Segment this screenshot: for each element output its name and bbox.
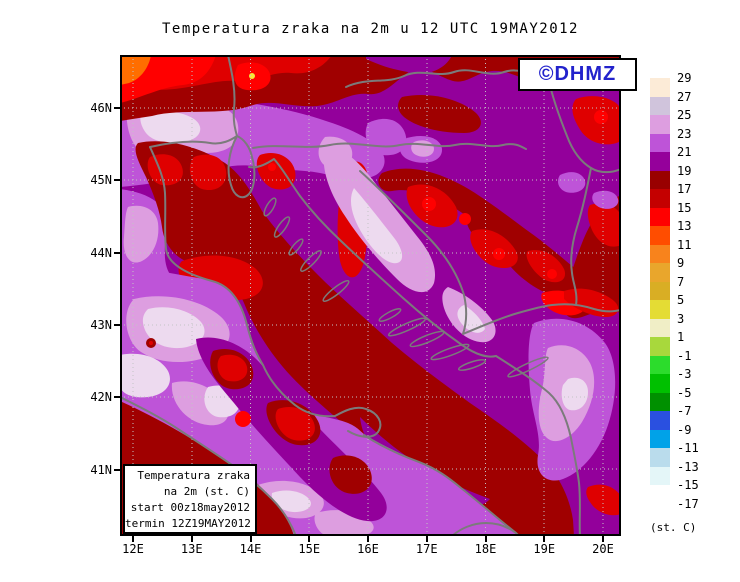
colorbar-swatch [650,207,670,227]
colorbar-tick-label: 25 [677,108,692,122]
lon-tick-label: 14E [239,542,262,556]
colorbar-swatch [650,318,670,338]
colorbar-swatch [650,466,670,486]
legend-line: na 2m (st. C) [163,485,250,498]
colorbar-tick-label: -1 [677,348,692,363]
colorbar-swatch [650,411,670,430]
colorbar-tick-label: 5 [677,293,685,307]
lon-tick [308,536,311,542]
colorbar-swatch [650,281,670,301]
colorbar-tick-label: -11 [677,441,699,455]
lat-tick-label: 46N [90,101,112,115]
lat-tick [114,323,120,326]
colorbar-swatch [650,337,670,356]
lat-tick-label: 41N [90,462,112,477]
legend-line: start 00z18may2012 [130,501,250,514]
lat-tick [114,468,120,471]
colorbar-tick-label: -7 [677,404,692,418]
colorbar-swatch [650,374,670,393]
lon-tick [425,536,428,542]
lon-tick [249,536,252,542]
lat-tick [114,179,120,182]
colorbar-tick-label: -9 [677,422,692,437]
colorbar-swatch [650,392,670,412]
colorbar-swatch [650,133,670,153]
colorbar-swatch [650,355,670,375]
colorbar-tick-label: -13 [677,459,699,474]
lat-tick [114,251,120,254]
colorbar-tick-label: 3 [677,311,685,326]
lat-tick [114,107,120,109]
map-frame [120,55,621,536]
colorbar-swatch [650,300,670,319]
dhmz-logo-text: ©DHMZ [538,63,617,85]
page-title: Temperatura zraka na 2m u 12 UTC 19MAY20… [161,21,579,37]
lon-tick-label: 16E [357,542,379,556]
colorbar-swatch [650,226,670,245]
colorbar-tick-label: 11 [677,237,692,252]
colorbar-swatch [650,170,670,190]
colorbar-swatch [650,485,670,504]
colorbar-tick-label: 13 [677,219,692,233]
colorbar-swatch [650,448,670,467]
dhmz-logo: ©DHMZ [518,58,637,91]
colorbar-tick-label: 17 [677,182,692,196]
lon-tick-label: 18E [474,542,497,556]
lat-tick-label: 43N [90,317,112,332]
colorbar-tick-label: 9 [677,256,685,270]
lon-tick-label: 17E [415,542,438,556]
colorbar-tick-label: -15 [677,478,699,492]
colorbar-swatch [650,115,670,134]
colorbar-swatch [650,244,670,264]
colorbar-swatch [650,152,670,171]
lat-tick-label: 45N [90,173,112,188]
colorbar-tick-label: 19 [677,163,692,178]
colorbar-swatch [650,189,670,208]
lat-tick-label: 44N [90,245,112,260]
lon-tick [484,536,487,542]
graticule-gridlines [120,55,621,536]
colorbar-unit-label: (st. C) [650,521,697,534]
colorbar-tick-label: 27 [677,89,692,104]
lon-tick-label: 20E [592,542,614,556]
legend-info-box: Temperatura zraka na 2m (st. C) start 00… [123,464,257,534]
legend-line: termin 12Z19MAY2012 [125,517,251,530]
colorbar: (st. C) 29 27 25 23 21 19 17 15 13 11 9 7 5 3 1 -1 -3 -5 -… [650,71,740,558]
colorbar-tick-label: 1 [677,330,685,344]
colorbar-tick-label: 21 [677,145,692,159]
lon-tick [602,536,604,542]
lat-tick-label: 42N [90,390,112,405]
colorbar-tick-label: -5 [677,385,692,400]
lon-tick [132,536,134,542]
lon-tick [543,536,546,542]
colorbar-swatch [650,429,670,449]
colorbar-tick-label: -3 [677,367,692,381]
colorbar-tick-label: 7 [677,274,685,289]
colorbar-tick-label: 15 [677,200,692,215]
colorbar-tick-label: 29 [677,71,692,85]
colorbar-swatch [650,96,670,116]
colorbar-swatch [650,78,670,97]
colorbar-tick-label: -17 [677,496,699,511]
lon-tick [190,536,193,542]
lon-tick-label: 15E [298,542,321,556]
colorbar-swatch [650,263,670,282]
lon-tick [367,536,369,542]
legend-line: Temperatura zraka [137,469,250,482]
lon-tick-label: 19E [533,542,556,556]
lon-tick-label: 12E [122,542,144,556]
colorbar-tick-label: 23 [677,126,692,141]
lon-tick-label: 13E [180,542,203,556]
lat-tick [114,396,120,399]
